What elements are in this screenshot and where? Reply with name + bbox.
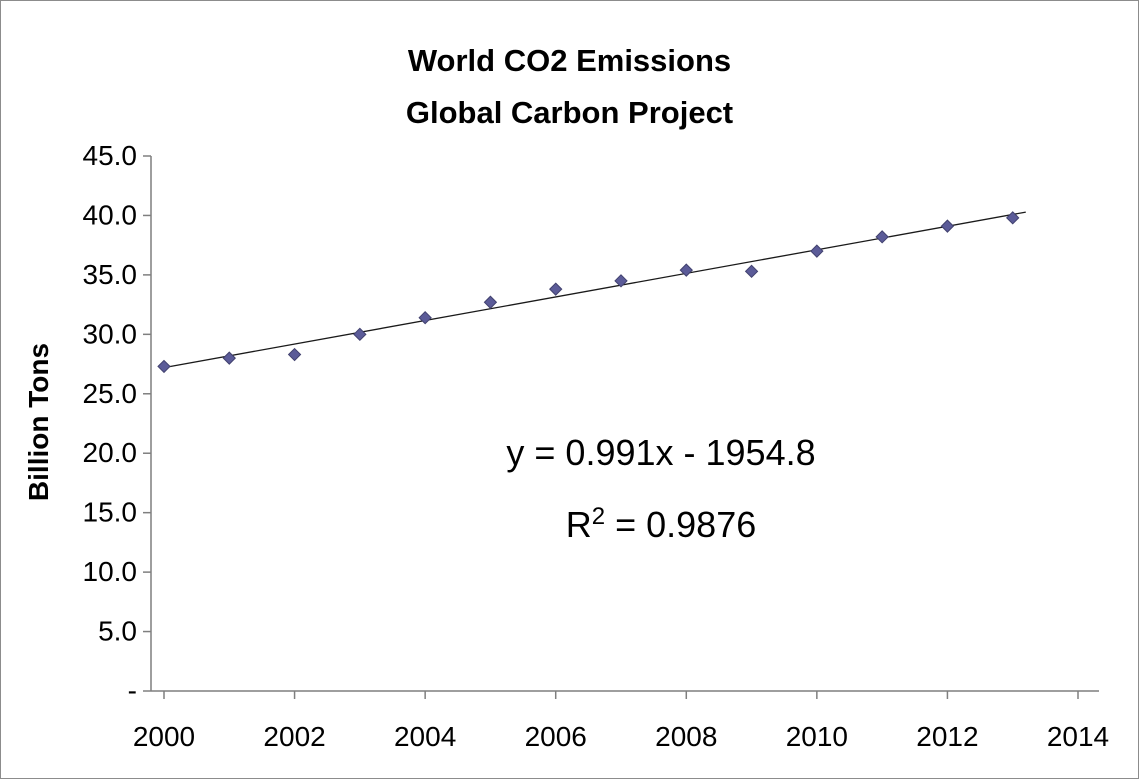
chart-title-line2: Global Carbon Project — [405, 95, 734, 130]
chart-title-line1: World CO2 Emissions — [407, 43, 732, 78]
x-tick-label: 2000 — [133, 721, 195, 752]
r2-rest: = 0.9876 — [605, 504, 757, 545]
x-tick-label: 2006 — [525, 721, 587, 752]
r2-base: R — [565, 504, 592, 545]
y-tick-label: 30.0 — [83, 318, 138, 349]
y-tick-label: 35.0 — [83, 259, 138, 290]
x-tick-label: 2010 — [786, 721, 848, 752]
x-tick-label: 2002 — [263, 721, 325, 752]
r2-exponent: 2 — [591, 503, 606, 530]
data-point-marker — [1006, 211, 1020, 225]
x-tick-label: 2004 — [394, 721, 456, 752]
y-tick-label: 15.0 — [83, 497, 138, 528]
y-tick-label: 10.0 — [83, 556, 138, 587]
data-point-marker — [614, 274, 628, 288]
data-point-marker — [875, 230, 889, 244]
data-point-marker — [549, 282, 563, 296]
trendline-r2: R2 = 0.9876 — [441, 485, 881, 557]
trendline-equation: y = 0.991x - 1954.8 — [506, 432, 816, 473]
x-tick-label: 2014 — [1047, 721, 1109, 752]
data-point-marker — [157, 359, 171, 374]
y-tick-label: 20.0 — [83, 437, 138, 468]
data-point-marker — [222, 351, 236, 365]
trendline — [163, 211, 1026, 369]
y-tick-label: 5.0 — [98, 616, 137, 647]
data-point-marker — [287, 347, 302, 362]
data-point-marker — [353, 327, 367, 342]
y-tick-label: 45.0 — [83, 140, 138, 171]
x-tick-label: 2008 — [655, 721, 717, 752]
trendline-annotation: y = 0.991x - 1954.8 R2 = 0.9876 — [441, 421, 881, 557]
data-point-marker — [483, 295, 498, 309]
data-point-marker — [418, 310, 432, 325]
x-tick-label: 2012 — [916, 721, 978, 752]
chart-title: World CO2 Emissions Global Carbon Projec… — [1, 35, 1138, 139]
y-tick-label: 40.0 — [83, 199, 138, 230]
y-tick-label: - — [128, 675, 137, 706]
data-point-marker — [744, 264, 759, 279]
data-point-marker — [679, 263, 693, 277]
data-point-marker — [810, 244, 824, 258]
data-point-marker — [940, 219, 955, 233]
y-tick-label: 25.0 — [83, 378, 138, 409]
